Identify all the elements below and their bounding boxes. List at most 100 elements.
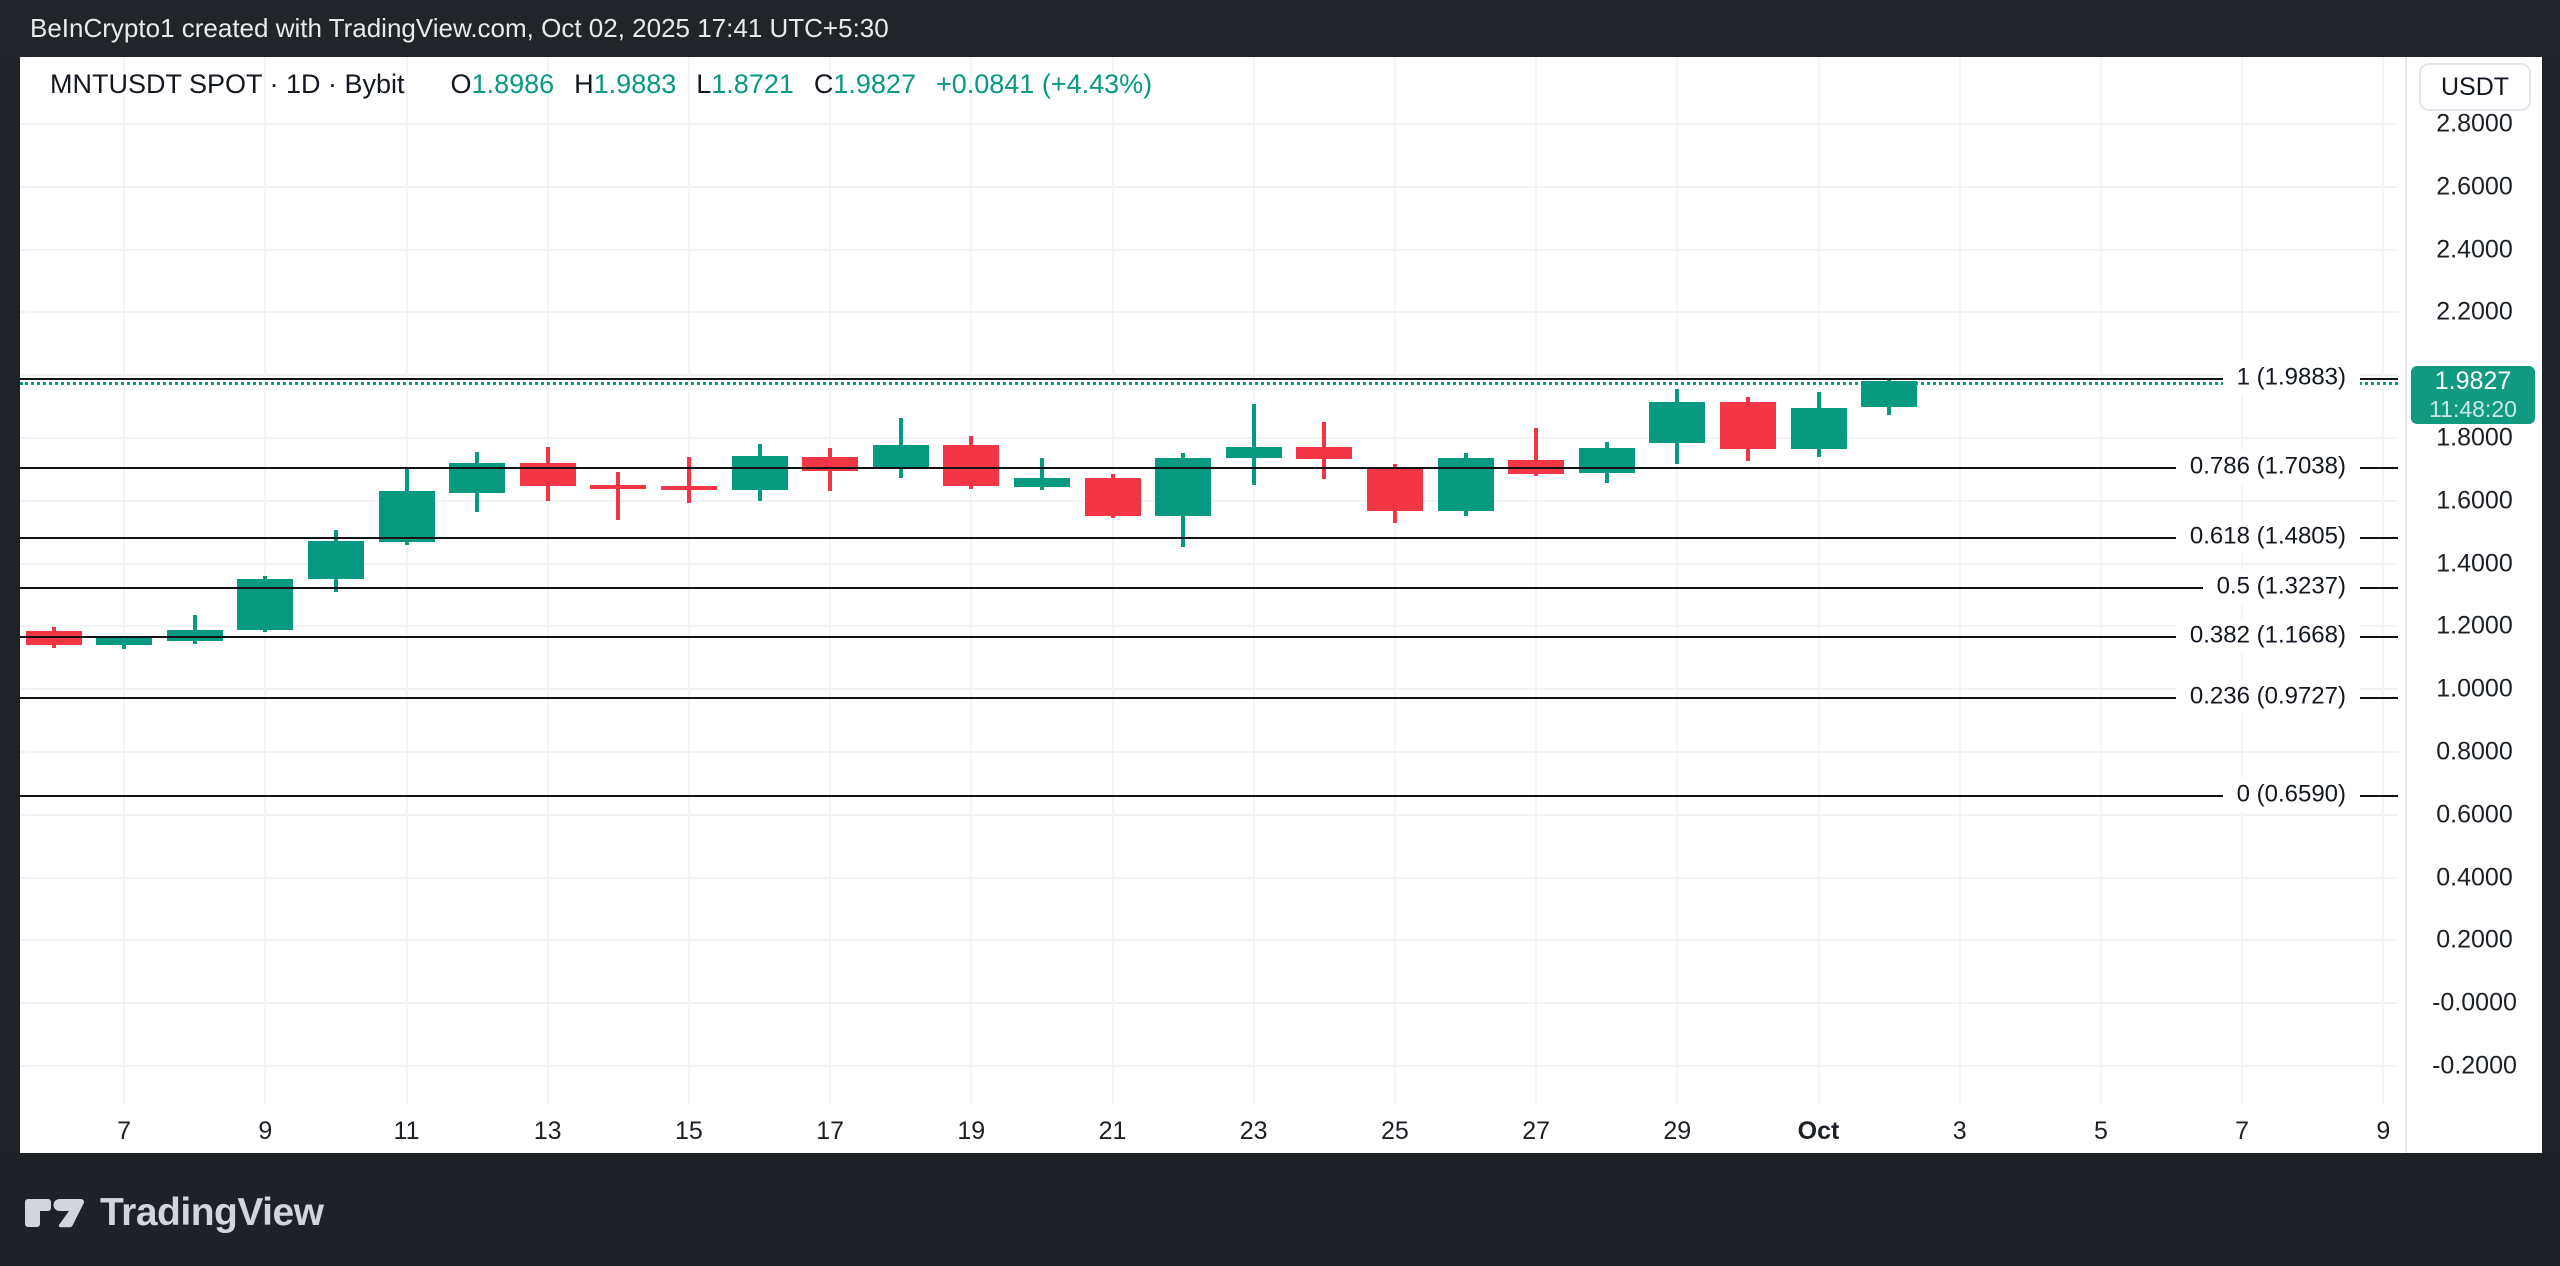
price-axis-label: 2.8000 [2436, 109, 2513, 138]
v-gridline [546, 57, 549, 1105]
symbol-header: MNTUSDT SPOT · 1D · Bybit O1.8986 H1.9883 L… [50, 69, 1152, 100]
tradingview-logo-icon [25, 1199, 84, 1228]
fib-level-line [20, 795, 2398, 798]
candle-body [943, 444, 1000, 486]
candle-wick [1039, 457, 1044, 491]
candle-body [1719, 401, 1776, 449]
price-axis-label: 0.8000 [2436, 737, 2513, 766]
h-gridline [20, 123, 2398, 125]
time-axis-label: 17 [816, 1117, 844, 1145]
h-gridline [20, 876, 2398, 879]
h-gridline [20, 437, 2398, 439]
v-gridline [1535, 57, 1538, 1105]
price-axis-label: 2.2000 [2436, 297, 2513, 326]
candle-body [1366, 467, 1423, 511]
fib-level-label: 0 (0.6590) [2222, 777, 2360, 812]
currency-toggle-button[interactable]: USDT [2419, 63, 2531, 111]
v-gridline [1252, 57, 1255, 1105]
time-axis-label: 5 [2093, 1117, 2108, 1145]
time-axis-label: 11 [393, 1117, 420, 1145]
price-axis-label: 1.2000 [2436, 611, 2513, 640]
v-gridline [123, 57, 126, 1105]
candle-body [1084, 478, 1141, 516]
h-gridline [20, 562, 2398, 565]
h-gridline [20, 688, 2398, 691]
candle-body [660, 486, 717, 491]
fib-level-label: 0.618 (1.4805) [2175, 519, 2360, 554]
time-axis-label: 9 [258, 1117, 273, 1145]
v-gridline [970, 57, 973, 1105]
v-gridline [1676, 57, 1679, 1105]
current-price: 1.9827 [2434, 367, 2512, 396]
candle-wick [686, 456, 691, 504]
low-label: L [696, 69, 712, 99]
v-gridline [405, 57, 408, 1105]
bar-countdown: 11:48:20 [2429, 396, 2517, 423]
price-axis-label: 1.0000 [2436, 674, 2513, 703]
time-axis-label: 13 [533, 1117, 562, 1145]
time-axis-label: 25 [1380, 1117, 1409, 1145]
time-axis-label: 29 [1663, 1117, 1692, 1145]
candle-body [872, 444, 929, 470]
time-axis[interactable]: 7 9 11 13 15 17 19 21 23 25 27 29 Oct 3 5 7 9 [20, 1105, 2405, 1153]
symbol-title[interactable]: MNTUSDT SPOT · 1D · Bybit [50, 69, 405, 99]
time-axis-label: 19 [957, 1117, 986, 1145]
candle-body [802, 456, 859, 471]
fib-level-label: 1 (1.9883) [2222, 360, 2360, 395]
candle-wick [1251, 404, 1256, 486]
price-axis-label: 0.2000 [2436, 925, 2513, 954]
h-gridline [20, 248, 2398, 251]
candlestick-plot[interactable]: 1 (1.9883) 0.786 (1.7038) 0.618 (1.4805) 0.… [20, 57, 2405, 1105]
footer-bar: TradingView [0, 1153, 2560, 1266]
v-gridline [1393, 57, 1396, 1105]
v-gridline [2099, 57, 2102, 1105]
candle-body [1296, 447, 1353, 460]
fib-level-line [20, 377, 2398, 380]
time-axis-label: 21 [1098, 1117, 1127, 1145]
time-axis-label: 9 [2376, 1117, 2391, 1145]
candle-body [1508, 459, 1565, 474]
candle-body [731, 456, 788, 491]
v-gridline [1817, 57, 1820, 1105]
candle-body [1790, 407, 1847, 449]
time-axis-label: 7 [117, 1117, 132, 1145]
candle-wick [1534, 427, 1539, 477]
open-value: 1.8986 [471, 69, 555, 99]
price-axis-label: 2.4000 [2436, 235, 2513, 264]
price-axis-label: 1.4000 [2436, 549, 2513, 578]
price-axis-label: 1.8000 [2436, 423, 2513, 452]
tradingview-logo[interactable]: TradingView [24, 1191, 324, 1235]
candle-body [378, 491, 435, 543]
v-gridline [829, 57, 832, 1105]
fib-level-line [20, 586, 2398, 589]
fib-level-label: 0.236 (0.9727) [2175, 679, 2360, 714]
fib-level-line [20, 635, 2398, 638]
tradingview-wordmark: TradingView [100, 1191, 324, 1234]
price-axis-label: -0.0000 [2432, 988, 2517, 1017]
h-gridline [20, 751, 2398, 753]
current-price-badge[interactable]: 1.9827 11:48:20 [2411, 365, 2535, 424]
candle-body [1437, 458, 1494, 511]
low-value: 1.8721 [711, 69, 794, 99]
h-gridline [20, 1065, 2398, 1067]
time-axis-label: 27 [1522, 1117, 1550, 1145]
h-gridline [20, 813, 2398, 816]
h-gridline [20, 311, 2398, 314]
h-gridline [20, 374, 2398, 377]
candle-body [166, 629, 223, 642]
price-axis[interactable]: USDT 1.9827 11:48:20 2.8000 2.6000 2.4000 2… [2405, 57, 2542, 1153]
candle-body [1649, 401, 1706, 443]
fib-level-label: 0.786 (1.7038) [2175, 449, 2360, 484]
fib-level-label: 0.5 (1.3237) [2202, 569, 2360, 604]
time-axis-label: 3 [1952, 1117, 1967, 1145]
change-value: +0.0841 (+4.43%) [935, 69, 1153, 99]
chart-panel: 1 (1.9883) 0.786 (1.7038) 0.618 (1.4805) 0.… [20, 57, 2542, 1153]
candle-body [96, 638, 153, 646]
candle-body [1861, 380, 1918, 408]
fib-level-line [20, 696, 2398, 699]
price-axis-label: 0.4000 [2436, 863, 2513, 892]
price-axis-label: -0.2000 [2432, 1051, 2517, 1080]
time-axis-label: 23 [1239, 1117, 1268, 1145]
fib-level-line [20, 467, 2398, 470]
v-gridline [1111, 57, 1114, 1105]
